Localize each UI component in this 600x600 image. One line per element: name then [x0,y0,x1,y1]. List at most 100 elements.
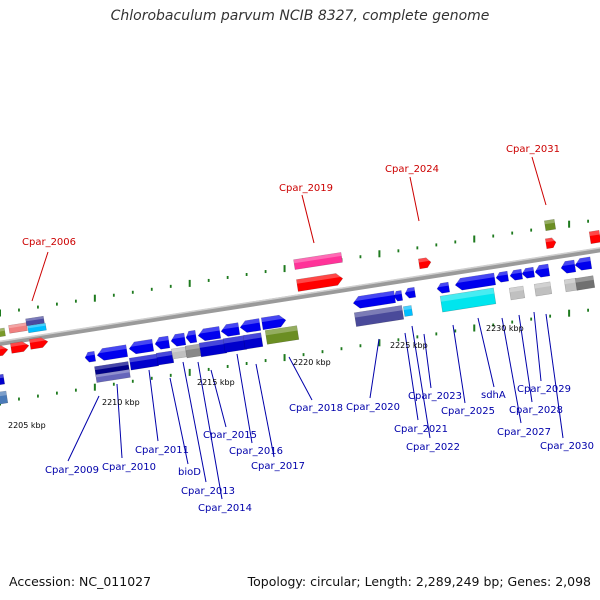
gene-label-cpar-2010[interactable]: Cpar_2010 [102,462,156,473]
feature-cpar-2010[interactable] [128,338,155,355]
feature-cpar-2009-shine [96,344,127,354]
feature-cpar-2017[interactable] [242,332,264,350]
gene-label-cpar-2025[interactable]: Cpar_2025 [441,406,495,417]
gene-label-cpar-2019[interactable]: Cpar_2019 [279,183,333,194]
feature-cpar-2030a[interactable] [560,259,577,274]
feature-cpar-2024[interactable] [418,257,432,270]
accession-text: Accession: NC_011027 [9,574,152,589]
feature-cpar-2025a[interactable] [436,281,450,294]
feature-cpar-2021[interactable] [393,290,404,302]
gene-label-cpar-2015[interactable]: Cpar_2015 [203,430,257,441]
feature-cpar-2026a[interactable] [495,270,509,283]
feature-cpar-2009b[interactable] [94,361,130,377]
feature-cpar-2015[interactable] [260,314,287,331]
feature-cpar-2030-grey[interactable] [574,275,596,291]
gene-label-cpar-2029[interactable]: Cpar_2029 [517,384,571,395]
feature-cpar-2018-shine [265,325,298,336]
feature-cpar-2026a-shine [495,271,508,277]
feature-cpar-2020b-shine [354,305,403,318]
feature-cpar-2016[interactable] [222,335,248,353]
feature-cpar-2018[interactable] [264,325,300,345]
feature-left-red-3-shine [29,337,48,343]
gene-label-cpar-2024[interactable]: Cpar_2024 [385,164,439,175]
kbp-label-2230: 2230 kbp [486,324,524,333]
feature-cpar-2013[interactable] [220,322,241,338]
feature-left-red-2[interactable] [10,341,30,354]
gene-label-cpar-2021[interactable]: Cpar_2021 [394,424,448,435]
feature-cpar-2011c-shine [185,330,196,336]
feature-cpar-2011b2[interactable] [128,353,160,371]
feature-left-steelblue[interactable] [0,390,9,406]
feature-left-red-3[interactable] [29,337,49,350]
leader-cpar-2030 [545,313,564,439]
feature-cpar-2020[interactable] [352,290,396,309]
feature-cpar-2014b[interactable] [198,338,228,358]
gene-label-cpar-2009[interactable]: Cpar_2009 [45,465,99,476]
gene-label-cpar-2027[interactable]: Cpar_2027 [497,427,551,438]
gene-label-cpar-2016[interactable]: Cpar_2016 [229,446,283,457]
feature-cpar-2028-grey[interactable] [533,281,553,297]
feature-cpar-2011a[interactable] [154,335,171,350]
feature-cpar-2019-magenta-shine [293,252,342,264]
feature-biod-dark-shine [156,350,173,358]
feature-cpar-2025-shine [454,272,495,284]
feature-cpar-2029[interactable] [534,263,551,278]
feature-cpar-2027-grey[interactable] [508,285,526,301]
gene-label-cpar-2014[interactable]: Cpar_2014 [198,503,252,514]
feature-cpar-2012[interactable] [197,326,222,341]
gene-features [0,219,600,406]
feature-cpar-2025[interactable] [454,272,496,291]
feature-cpar-2013-grey-shine [185,343,200,351]
feature-right-red[interactable] [588,230,600,244]
gene-label-cpar-2018[interactable]: Cpar_2018 [289,403,343,414]
leader-cpar-2018 [288,356,313,401]
feature-cpar-2022[interactable] [404,287,416,299]
feature-cpar-2019[interactable] [296,273,344,292]
feature-biod-grey[interactable] [171,346,187,360]
feature-cpar-2030b[interactable] [574,256,593,271]
gene-label-cpar-2006[interactable]: Cpar_2006 [22,237,76,248]
leader-cpar-2027 [501,317,522,424]
feature-cpar-2031-olive[interactable] [544,219,556,231]
feature-cpar-2008[interactable] [84,351,96,363]
feature-cpar-2010b[interactable] [95,369,131,383]
leader-cpar-2009 [67,395,100,462]
feature-sdha[interactable] [439,287,497,313]
gene-label-biod[interactable]: bioD [178,467,201,478]
gene-label-sdha[interactable]: sdhA [481,390,506,401]
feature-cpar-2019-magenta[interactable] [293,252,343,270]
gene-label-cpar-2011[interactable]: Cpar_2011 [135,445,189,456]
gene-label-cpar-2031[interactable]: Cpar_2031 [506,144,560,155]
gene-label-cpar-2020[interactable]: Cpar_2020 [346,402,400,413]
leader-cpar-2019 [301,194,315,244]
feature-cpar-2011b[interactable] [170,332,187,347]
feature-cpar-2016-shine [223,335,246,344]
gene-label-cpar-2022[interactable]: Cpar_2022 [406,442,460,453]
feature-left-slate[interactable] [25,315,45,327]
leader-cpar-2024 [409,176,420,222]
feature-cpar-2013-grey[interactable] [184,343,202,359]
feature-left-blue[interactable] [0,373,5,387]
feature-left-cyan[interactable] [27,322,47,334]
feature-cpar-2010b-shine [95,369,130,378]
feature-cpar-2028[interactable] [521,266,535,279]
feature-left-red-1[interactable] [0,345,9,358]
feature-cpar-2030b-shine [574,256,591,264]
feature-left-pink[interactable] [8,322,28,334]
feature-cpar-2031[interactable] [545,237,557,249]
leader-cpar-2014 [197,361,223,500]
feature-biod-dark[interactable] [155,350,175,366]
feature-cpar-2014[interactable] [239,318,262,334]
gene-label-cpar-2028[interactable]: Cpar_2028 [509,405,563,416]
feature-left-olive[interactable] [0,327,6,339]
gene-label-cpar-2023[interactable]: Cpar_2023 [408,391,462,402]
feature-cpar-2009[interactable] [96,344,129,361]
gene-label-cpar-2030[interactable]: Cpar_2030 [540,441,594,452]
feature-cpar-2011c[interactable] [185,330,198,344]
feature-cpar-2020b[interactable] [353,305,405,327]
gene-label-cpar-2017[interactable]: Cpar_2017 [251,461,305,472]
gene-label-cpar-2013[interactable]: Cpar_2013 [181,486,235,497]
feature-cpar-2023[interactable] [402,305,414,317]
leader-cpar-2028 [518,314,533,403]
feature-cpar-2027[interactable] [509,268,523,281]
